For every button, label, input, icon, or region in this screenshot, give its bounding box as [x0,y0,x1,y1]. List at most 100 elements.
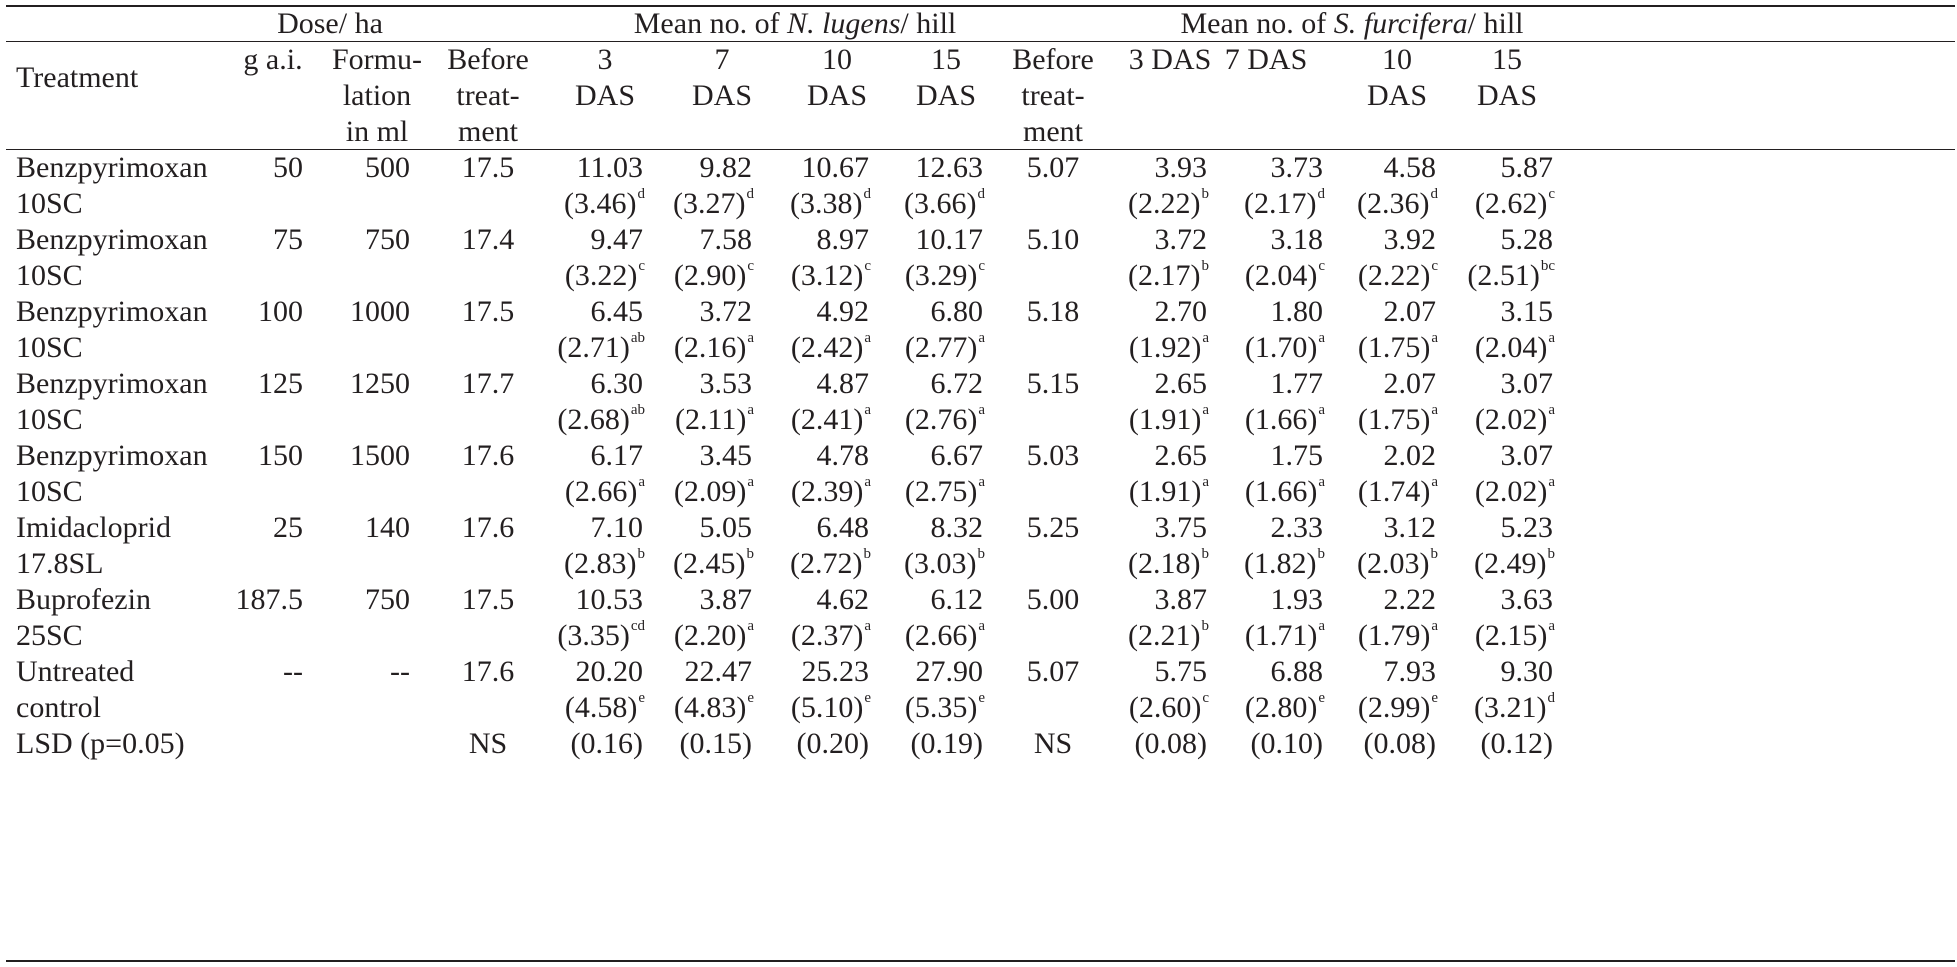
sf-transformed-value: (2.62)c [1474,186,1555,220]
sf-transformed-value: (2.17)d [1244,186,1325,220]
nl-before-value: 17.4 [461,223,515,256]
dose-formulation: 1000 [350,295,410,328]
header-sf-day: 3 DAS [1128,43,1212,76]
treatment-name: control [16,691,101,724]
sf-mean-value: 2.70 [1154,295,1208,328]
sf-mean-value: 3.93 [1154,151,1208,184]
significance-letter: a [1202,402,1209,418]
nl-transformed-value: (4.83)e [673,690,754,724]
sf-before-value: 5.00 [1026,583,1080,616]
nl-mean-value: 7.10 [590,511,644,544]
significance-letter: b [977,546,986,562]
sf-mean-value: 5.87 [1500,151,1554,184]
significance-letter: c [1202,690,1209,706]
dose-gai: 100 [258,295,303,328]
nl-transformed-value: (2.72)b [790,546,872,580]
nl-transformed-value: (3.29)c [904,258,985,292]
significance-letter: a [864,402,871,418]
treatment-name: Benzpyrimoxan [16,439,208,472]
sf-transformed-value: (2.22)b [1128,186,1209,220]
sf-transformed-value: (2.51)bc [1467,258,1555,292]
significance-letter: a [747,402,754,418]
lsd-sf-value: (0.12) [1480,727,1553,760]
nl-transformed-value: (2.71)ab [557,330,645,364]
dose-formulation: -- [390,655,410,688]
sf-mean-value: 2.65 [1154,367,1208,400]
sf-mean-value: 3.75 [1154,511,1208,544]
sf-mean-value: 4.58 [1383,151,1437,184]
nl-mean-value: 11.03 [576,151,643,184]
significance-letter: c [978,258,985,274]
sf-mean-value: 2.33 [1270,511,1324,544]
sf-transformed-value: (2.18)b [1128,546,1209,580]
nl-mean-value: 6.12 [930,583,984,616]
header-nl-day: DAS [806,79,868,112]
nl-mean-value: 10.67 [801,151,870,184]
sf-transformed-value: (2.02)a [1474,402,1555,436]
nl-before-value: 17.5 [461,583,515,616]
significance-letter: c [1431,258,1438,274]
significance-letter: d [746,186,755,202]
sf-group-post: / hill [1467,7,1524,40]
significance-letter: a [1318,330,1325,346]
significance-letter: b [637,546,646,562]
significance-letter: c [1548,186,1555,202]
sf-mean-value: 1.80 [1270,295,1324,328]
significance-letter: a [1431,474,1438,490]
treatment-name: Benzpyrimoxan [16,151,208,184]
bottom-rule [6,960,1955,962]
significance-letter: a [1202,474,1209,490]
header-sf-before-line: treat- [1021,79,1085,112]
nl-mean-value: 7.58 [699,223,753,256]
nl-before-value: 17.6 [461,439,515,472]
treatment-name: Benzpyrimoxan [16,295,208,328]
header-formulation-line: lation [342,79,412,112]
nl-mean-value: 10.53 [575,583,644,616]
significance-letter: e [978,690,985,706]
significance-letter: d [1430,186,1439,202]
nl-mean-value: 6.80 [930,295,984,328]
nl-mean-value: 4.87 [816,367,870,400]
significance-letter: b [863,546,872,562]
significance-letter: bc [1540,258,1555,274]
group-rule [6,41,1955,42]
header-nl-day: DAS [691,79,753,112]
sf-mean-value: 5.23 [1500,511,1554,544]
header-sf-day: 10 [1382,43,1412,76]
sf-transformed-value: (2.36)d [1357,186,1439,220]
nl-transformed-value: (2.42)a [790,330,871,364]
dose-gai: 125 [258,367,303,400]
nl-mean-value: 6.17 [590,439,644,472]
significance-letter: e [1431,690,1438,706]
nl-transformed-value: (2.90)c [673,258,754,292]
nl-transformed-value: (5.35)e [904,690,985,724]
nl-transformed-value: (2.68)ab [557,402,645,436]
lsd-label: LSD (p=0.05) [16,727,185,760]
lsd-sf-value: (0.08) [1134,727,1207,760]
significance-letter: d [1547,690,1556,706]
nl-mean-value: 20.20 [575,655,644,688]
sf-transformed-value: (2.02)a [1474,474,1555,508]
nl-transformed-value: (2.39)a [790,474,871,508]
nl-before-value: 17.5 [461,151,515,184]
sf-mean-value: 3.72 [1154,223,1208,256]
sf-mean-value: 6.88 [1270,655,1324,688]
lsd-nl-value: (0.19) [910,727,983,760]
dose-gai: 187.5 [235,583,304,616]
sf-transformed-value: (2.03)b [1357,546,1438,580]
header-treatment: Treatment [16,61,139,94]
nl-mean-value: 5.05 [699,511,753,544]
nl-transformed-value: (2.77)a [904,330,985,364]
significance-letter: a [1431,402,1438,418]
nl-transformed-value: (2.66)a [564,474,645,508]
significance-letter: d [863,186,872,202]
header-nl-before-line: ment [458,115,518,148]
header-formulation-line: in ml [345,115,409,148]
nl-transformed-value: (2.41)a [790,402,871,436]
significance-letter: a [1548,618,1555,634]
treatment-name: Buprofezin [16,583,151,616]
header-sf-day: DAS [1476,79,1538,112]
significance-letter: a [747,474,754,490]
significance-letter: a [864,474,871,490]
